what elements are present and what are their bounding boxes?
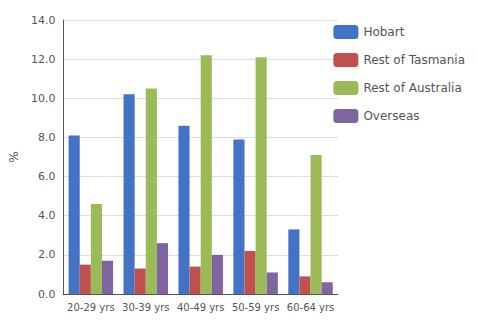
svg-text:12.0: 12.0 xyxy=(31,53,56,66)
svg-text:60-64 yrs: 60-64 yrs xyxy=(287,302,334,313)
svg-text:20-29 yrs: 20-29 yrs xyxy=(67,302,114,313)
svg-text:50-59 yrs: 50-59 yrs xyxy=(232,302,279,313)
svg-text:14.0: 14.0 xyxy=(31,14,56,27)
svg-text:4.0: 4.0 xyxy=(38,209,56,222)
svg-text:40-49 yrs: 40-49 yrs xyxy=(177,302,224,313)
svg-text:2.0: 2.0 xyxy=(38,248,56,261)
svg-text:30-39 yrs: 30-39 yrs xyxy=(122,302,169,313)
svg-text:Hobart: Hobart xyxy=(363,25,404,39)
svg-text:10.0: 10.0 xyxy=(31,92,56,105)
svg-text:0.0: 0.0 xyxy=(38,288,56,301)
svg-text:Rest of Australia: Rest of Australia xyxy=(363,81,461,95)
svg-text:6.0: 6.0 xyxy=(38,170,56,183)
svg-text:8.0: 8.0 xyxy=(38,131,56,144)
svg-text:Rest of Tasmania: Rest of Tasmania xyxy=(363,53,465,67)
svg-text:%: % xyxy=(7,151,21,162)
svg-text:Overseas: Overseas xyxy=(363,109,419,123)
